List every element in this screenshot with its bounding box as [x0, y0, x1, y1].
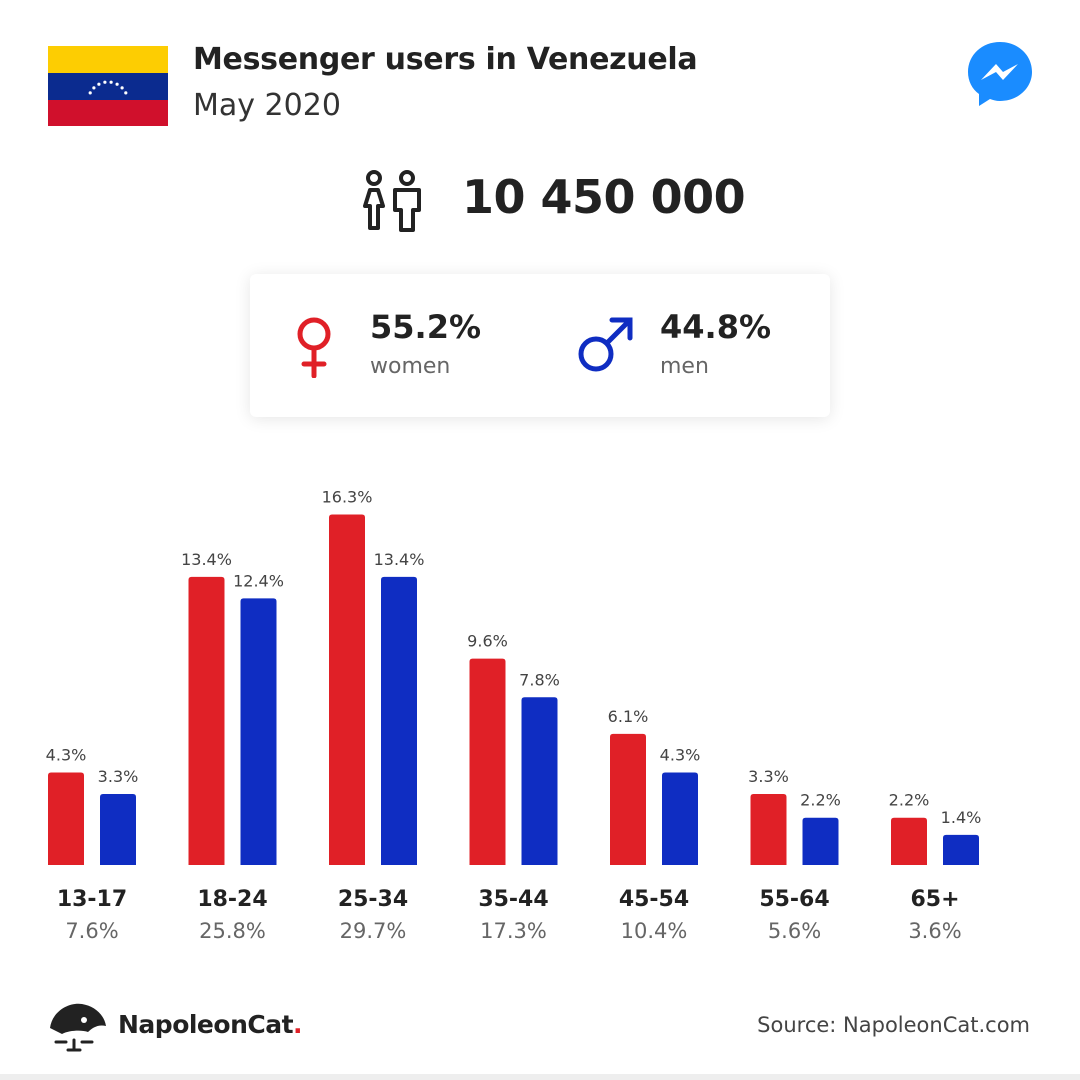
- flag-star: [120, 86, 124, 90]
- flag-star: [109, 80, 113, 84]
- data-label-women-65+: 2.2%: [889, 791, 930, 810]
- women-label: women: [370, 354, 451, 379]
- data-label-women-35-44: 9.6%: [467, 632, 508, 651]
- bar-women-35-44: [469, 658, 506, 865]
- category-total-65+: 3.6%: [908, 919, 961, 943]
- bar-men-35-44: [521, 697, 558, 865]
- bar-men-18-24: [240, 598, 277, 865]
- category-total-35-44: 17.3%: [480, 919, 547, 943]
- brand-dot: .: [293, 1010, 303, 1039]
- flag-star: [115, 82, 119, 86]
- category-label-35-44: 35-44: [478, 887, 548, 912]
- bar-men-55-64: [802, 817, 839, 865]
- brand-name: NapoleonCat.: [118, 1010, 303, 1039]
- chart-title: Messenger users in Venezuela: [193, 42, 698, 77]
- data-label-women-13-17: 4.3%: [46, 746, 87, 765]
- messenger-icon: [968, 42, 1032, 106]
- bar-women-45-54: [610, 733, 646, 865]
- total-users: 10 450 000: [462, 170, 746, 224]
- users-icon: [363, 170, 421, 232]
- data-label-women-55-64: 3.3%: [748, 767, 789, 786]
- bar-men-25-34: [381, 576, 417, 865]
- flag-star: [97, 82, 101, 86]
- data-label-women-45-54: 6.1%: [608, 707, 649, 726]
- brand-text: NapoleonCat: [118, 1010, 294, 1039]
- data-label-men-55-64: 2.2%: [800, 791, 841, 810]
- bar-men-65+: [943, 834, 979, 865]
- men-percent: 44.8%: [660, 308, 772, 346]
- female-icon: [297, 317, 331, 378]
- men-label: men: [660, 354, 709, 379]
- age-gender-bar-chart: 4.3%3.3%13-177.6%13.4%12.4%18-2425.8%16.…: [46, 488, 982, 943]
- flag-star: [103, 80, 107, 84]
- data-label-men-65+: 1.4%: [941, 808, 982, 827]
- category-label-18-24: 18-24: [197, 887, 267, 912]
- data-label-men-45-54: 4.3%: [660, 746, 701, 765]
- flag-star: [124, 91, 128, 95]
- category-total-45-54: 10.4%: [621, 919, 688, 943]
- category-label-13-17: 13-17: [57, 887, 127, 912]
- category-total-55-64: 5.6%: [768, 919, 821, 943]
- category-total-13-17: 7.6%: [65, 919, 118, 943]
- flag-star: [92, 86, 96, 90]
- bar-women-65+: [891, 817, 927, 865]
- data-label-men-25-34: 13.4%: [374, 550, 425, 569]
- category-label-65+: 65+: [910, 887, 959, 912]
- category-total-18-24: 25.8%: [199, 919, 266, 943]
- data-label-men-35-44: 7.8%: [519, 670, 560, 689]
- bar-women-55-64: [750, 794, 787, 865]
- data-label-women-25-34: 16.3%: [322, 488, 373, 507]
- bar-women-25-34: [329, 514, 365, 865]
- data-label-men-18-24: 12.4%: [233, 571, 284, 590]
- data-label-women-18-24: 13.4%: [181, 550, 232, 569]
- source-note: Source: NapoleonCat.com: [757, 1013, 1030, 1037]
- bar-women-18-24: [188, 576, 225, 865]
- bar-women-13-17: [48, 772, 84, 865]
- male-icon: [578, 317, 633, 372]
- category-label-55-64: 55-64: [759, 887, 829, 912]
- gender-card: 55.2% women 44.8% men: [250, 274, 830, 417]
- category-total-25-34: 29.7%: [340, 919, 407, 943]
- venezuela-flag-icon: [48, 46, 168, 126]
- data-label-men-13-17: 3.3%: [98, 767, 139, 786]
- women-percent: 55.2%: [370, 308, 482, 346]
- flag-star: [88, 91, 92, 95]
- chart-subtitle: May 2020: [193, 88, 341, 123]
- napoleoncat-logo-icon: [50, 1003, 106, 1052]
- category-label-45-54: 45-54: [619, 887, 689, 912]
- bar-men-45-54: [662, 772, 698, 865]
- category-label-25-34: 25-34: [338, 887, 408, 912]
- bottom-strip: [0, 1074, 1080, 1080]
- bar-men-13-17: [100, 794, 136, 865]
